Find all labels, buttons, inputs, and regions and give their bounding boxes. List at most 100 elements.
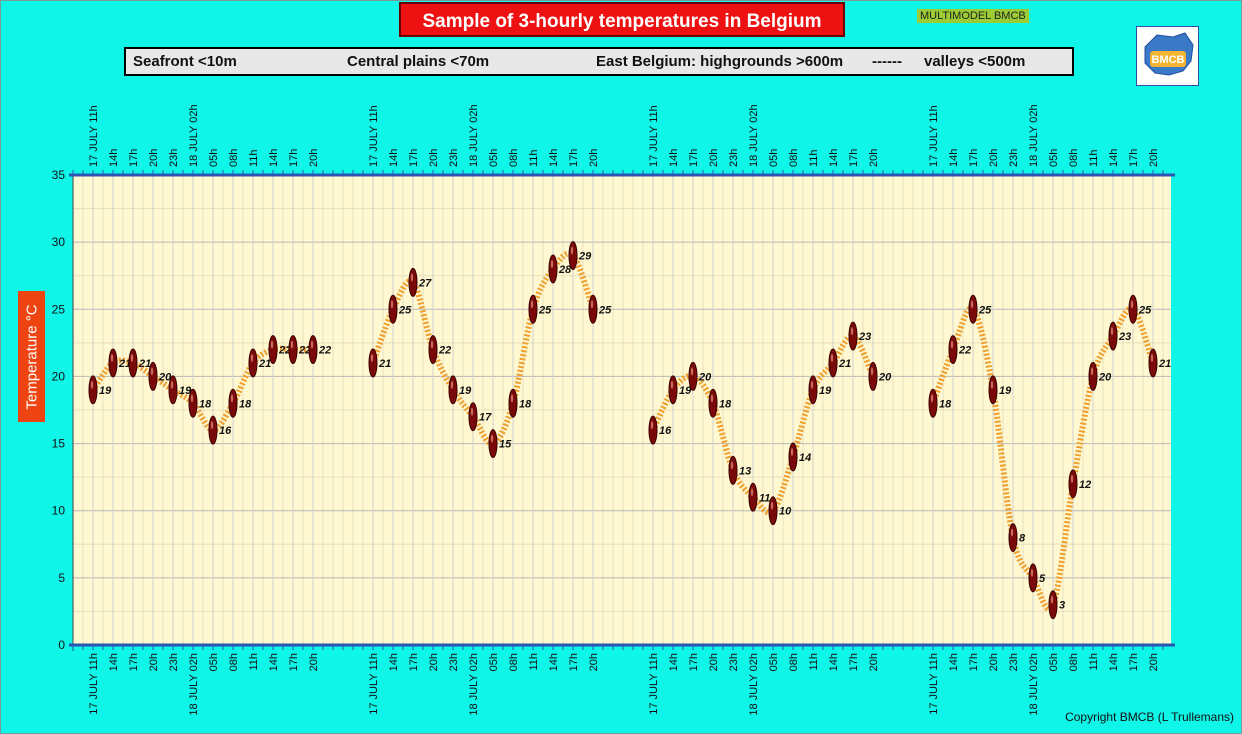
x-tick-label-top: 20h — [148, 149, 160, 167]
data-label: 5 — [1039, 573, 1046, 585]
data-point — [128, 348, 138, 378]
data-point-highlight — [190, 394, 194, 403]
data-point-highlight — [390, 300, 394, 309]
x-tick-label-bottom: 17h — [1128, 653, 1140, 671]
data-label: 29 — [578, 251, 592, 263]
data-point — [248, 348, 258, 378]
x-tick-label-bottom: 20h — [148, 653, 160, 671]
x-tick-label-top: 18 JULY 02h — [188, 104, 200, 167]
data-point-highlight — [410, 273, 414, 282]
legend-east: East Belgium: highgrounds >600m — [596, 53, 844, 70]
data-point — [448, 375, 458, 405]
x-tick-label-bottom: 17h — [128, 653, 140, 671]
x-tick-label-top: 17 JULY 11h — [928, 105, 940, 167]
x-tick-label-top: 20h — [1148, 149, 1160, 167]
data-point — [1148, 348, 1158, 378]
x-tick-label-bottom: 17 JULY 11h — [368, 653, 380, 715]
data-point-highlight — [710, 394, 714, 403]
x-tick-label-bottom: 17h — [688, 653, 700, 671]
data-label: 19 — [179, 385, 192, 397]
x-tick-label-bottom: 11h — [808, 653, 820, 671]
x-tick-label-top: 08h — [228, 149, 240, 167]
data-label: 19 — [679, 385, 692, 397]
data-point-highlight — [1090, 367, 1094, 376]
x-tick-label-top: 20h — [868, 149, 880, 167]
data-point — [848, 321, 858, 351]
data-point — [1028, 563, 1038, 593]
data-point-highlight — [590, 300, 594, 309]
x-tick-label-top: 20h — [428, 149, 440, 167]
data-label: 18 — [239, 398, 252, 410]
data-point — [388, 294, 398, 324]
data-point-highlight — [290, 340, 294, 349]
data-point — [1108, 321, 1118, 351]
x-tick-label-bottom: 14h — [548, 653, 560, 671]
x-tick-label-bottom: 14h — [668, 653, 680, 671]
data-point — [688, 361, 698, 391]
data-point-highlight — [1150, 354, 1154, 362]
data-point — [468, 402, 478, 432]
data-label: 27 — [418, 277, 432, 289]
data-point-highlight — [1110, 327, 1114, 336]
data-label: 25 — [398, 304, 412, 316]
x-tick-label-top: 17h — [848, 149, 860, 167]
logo-text: BMCB — [1152, 54, 1185, 66]
data-label: 22 — [318, 345, 331, 357]
data-label: 23 — [1118, 331, 1131, 343]
x-tick-label-bottom: 17h — [568, 653, 580, 671]
x-tick-label-top: 14h — [668, 149, 680, 167]
x-tick-label-top: 20h — [588, 149, 600, 167]
data-point-highlight — [990, 380, 994, 389]
model-badge: MULTIMODEL BMCB — [917, 9, 1029, 23]
y-tick-label: 35 — [52, 168, 66, 182]
data-label: 16 — [659, 425, 672, 437]
data-point — [788, 442, 798, 472]
x-tick-label-top: 17h — [688, 149, 700, 167]
data-point-highlight — [370, 354, 374, 362]
data-point-highlight — [90, 380, 94, 389]
y-axis-label-box: Temperature °C — [18, 291, 45, 422]
x-tick-label-bottom: 17h — [288, 653, 300, 671]
data-point-highlight — [550, 260, 554, 268]
x-tick-label-top: 08h — [1068, 149, 1080, 167]
data-label: 18 — [519, 398, 532, 410]
data-point-highlight — [970, 300, 974, 309]
x-tick-label-bottom: 05h — [768, 653, 780, 671]
x-tick-label-bottom: 14h — [268, 653, 280, 671]
data-point — [148, 361, 158, 391]
data-label: 20 — [1098, 371, 1112, 383]
data-point — [728, 455, 738, 485]
x-tick-label-top: 17 JULY 11h — [88, 105, 100, 167]
data-point-highlight — [750, 488, 754, 497]
copyright: Copyright BMCB (L Trullemans) — [1065, 710, 1234, 724]
data-point — [1128, 294, 1138, 324]
data-point-highlight — [170, 380, 174, 389]
data-label: 22 — [438, 345, 451, 357]
data-label: 19 — [459, 385, 472, 397]
x-tick-label-top: 17h — [408, 149, 420, 167]
x-tick-label-top: 14h — [268, 149, 280, 167]
data-point — [668, 375, 678, 405]
data-point — [708, 388, 718, 418]
data-point — [1008, 523, 1018, 553]
data-point — [428, 335, 438, 365]
data-label: 22 — [278, 345, 291, 357]
data-point — [548, 254, 558, 284]
data-point-highlight — [670, 380, 674, 389]
data-point — [488, 429, 498, 459]
x-tick-label-bottom: 23h — [448, 653, 460, 671]
data-label: 18 — [199, 398, 212, 410]
x-tick-label-top: 11h — [808, 149, 820, 167]
x-tick-label-bottom: 05h — [488, 653, 500, 671]
data-label: 18 — [939, 398, 952, 410]
data-point-highlight — [570, 246, 574, 255]
data-label: 17 — [479, 412, 492, 424]
x-tick-label-top: 14h — [548, 149, 560, 167]
data-point-highlight — [690, 367, 694, 376]
data-point — [268, 335, 278, 365]
x-tick-label-bottom: 14h — [828, 653, 840, 671]
data-label: 19 — [99, 385, 112, 397]
data-point — [648, 415, 658, 445]
x-tick-label-top: 05h — [1048, 149, 1060, 167]
x-tick-label-top: 20h — [988, 149, 1000, 167]
